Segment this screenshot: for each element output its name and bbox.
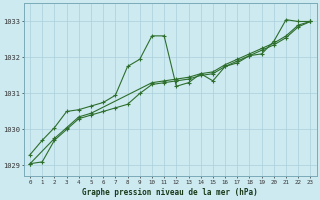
- X-axis label: Graphe pression niveau de la mer (hPa): Graphe pression niveau de la mer (hPa): [82, 188, 258, 197]
